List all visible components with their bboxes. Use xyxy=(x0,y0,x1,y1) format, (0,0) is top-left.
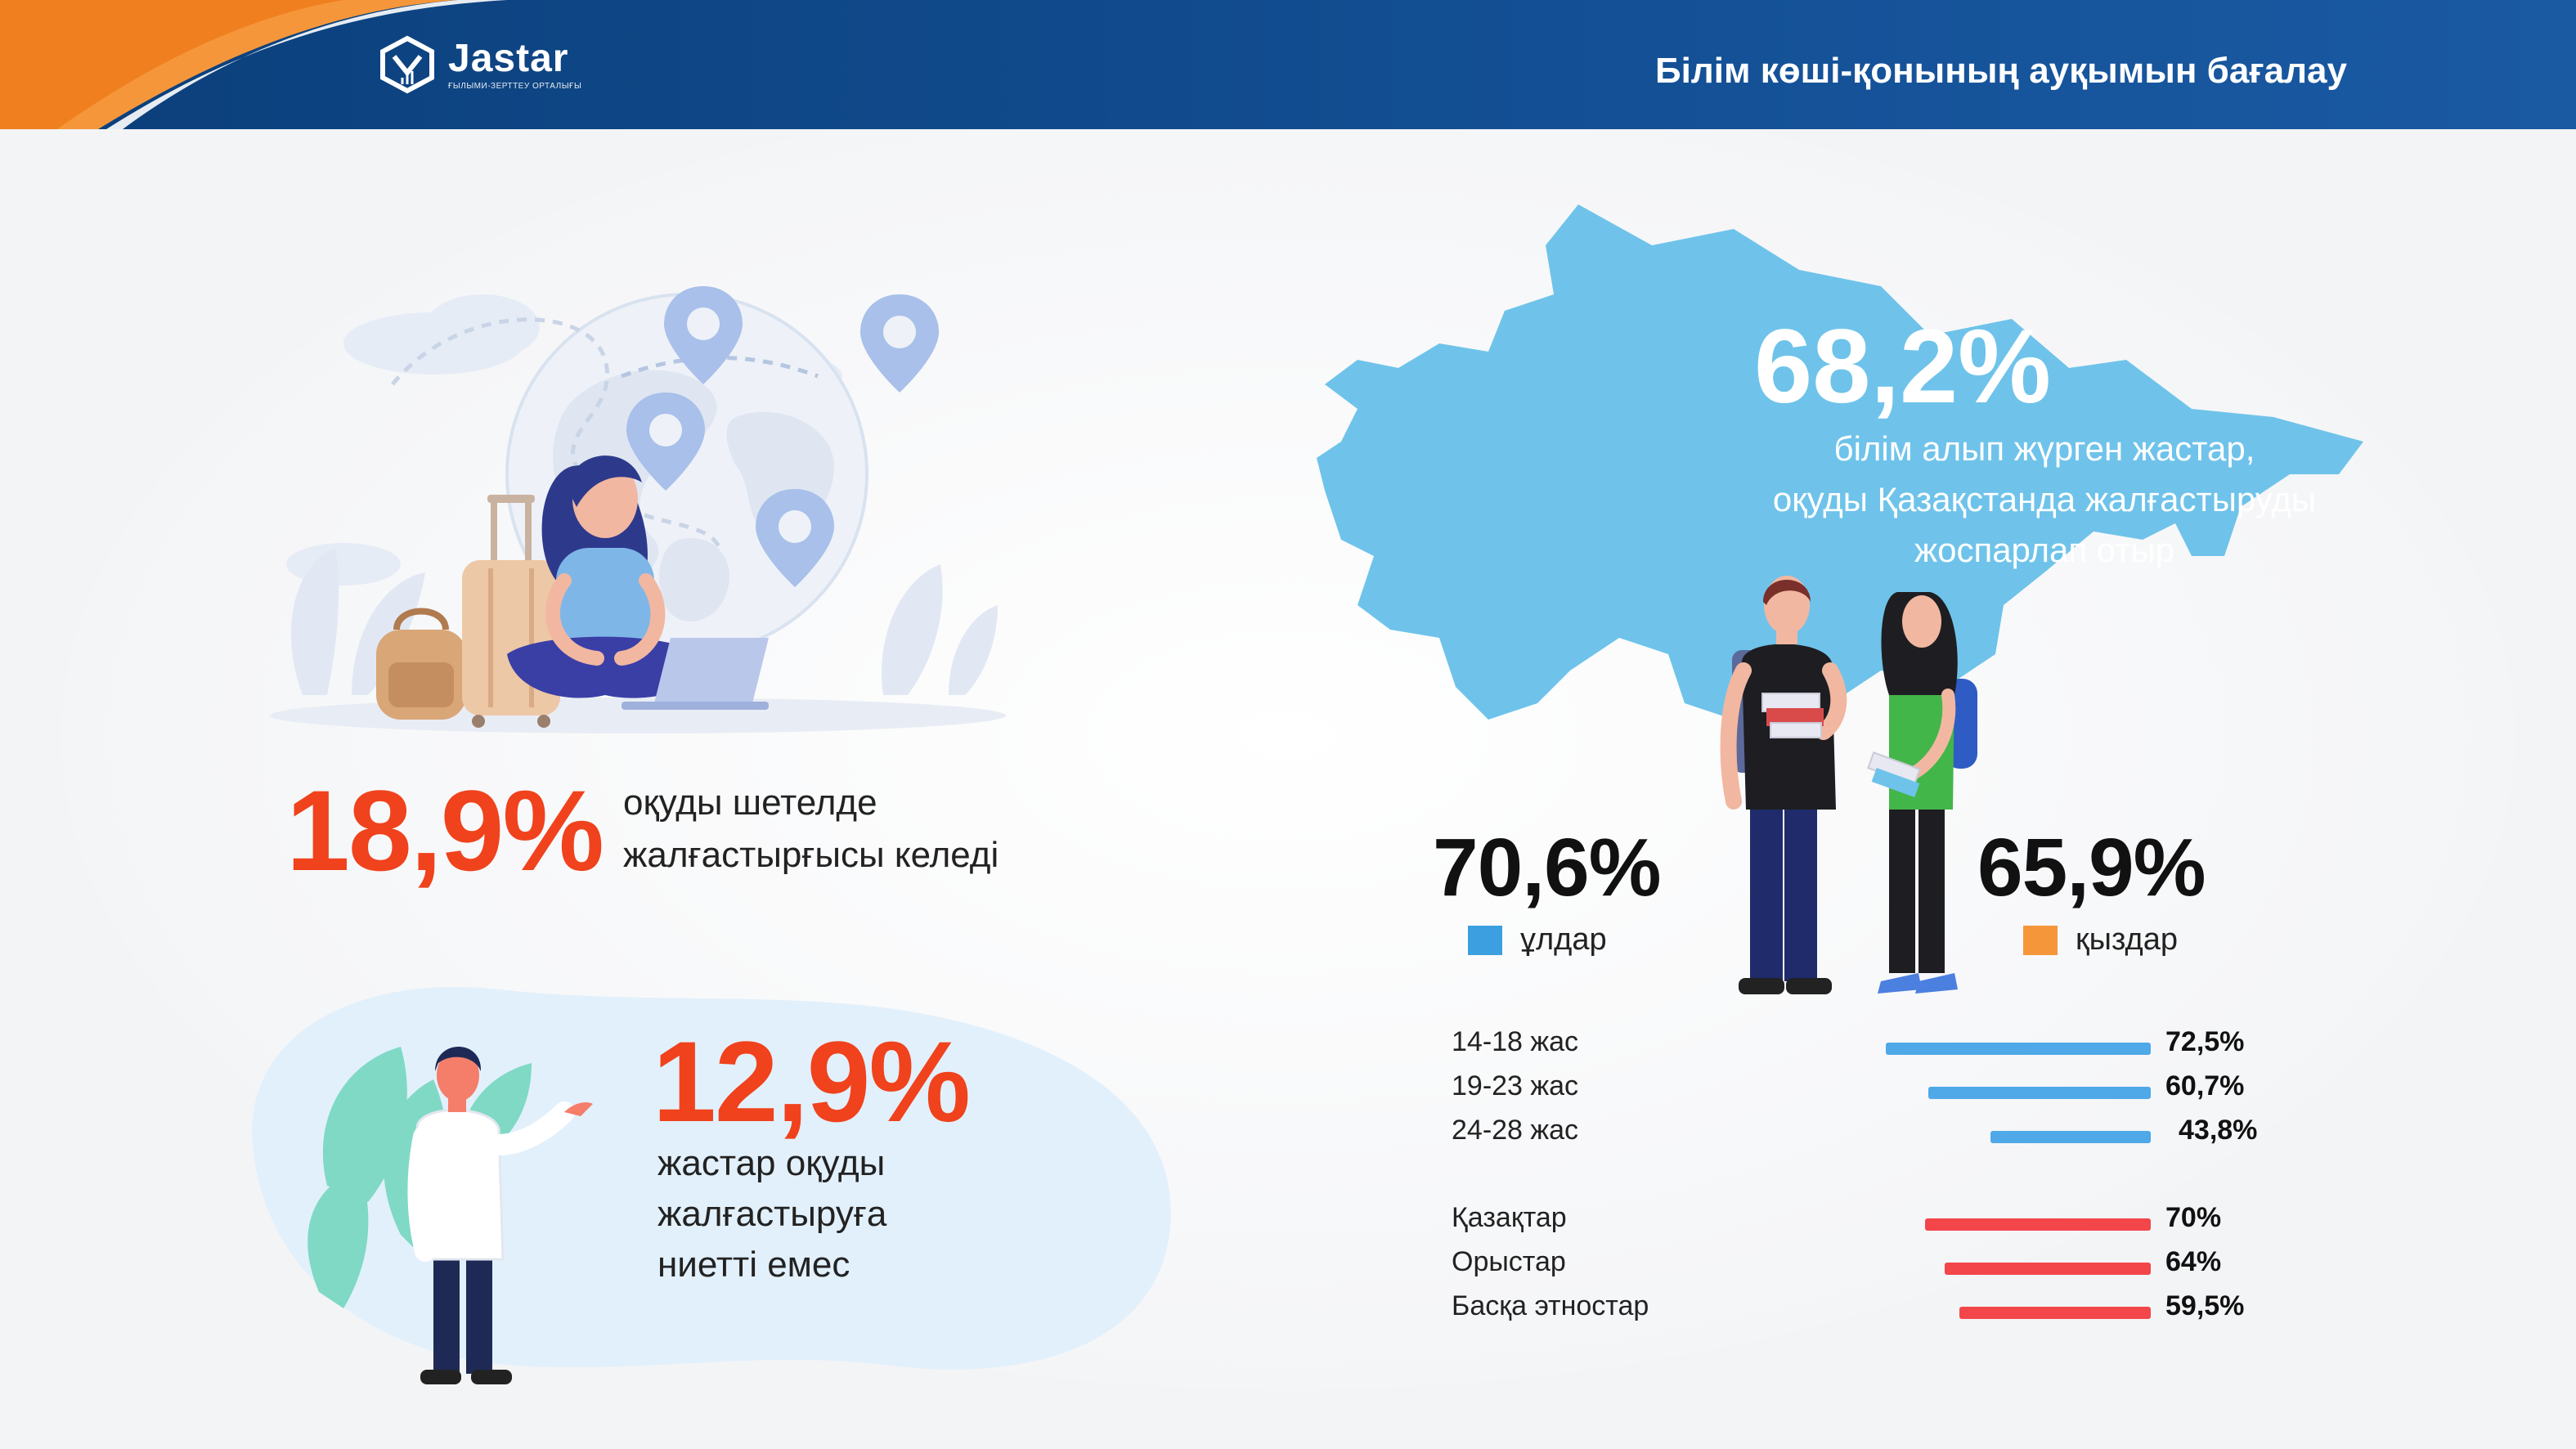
main-description: білім алып жүрген жастар, оқуды Қазақста… xyxy=(1472,424,2576,576)
age_bars-bar-label: 24-28 жас xyxy=(1452,1115,1579,1146)
students-illustration xyxy=(1720,576,1977,994)
header-swoosh xyxy=(0,0,507,129)
header-bar: Jastar ҒЫЛЫМИ-ЗЕРТТЕУ ОРТАЛЫҒЫ Білім көш… xyxy=(0,0,2576,129)
boys-percent: 70,6% xyxy=(1433,822,1662,913)
boys-legend-label: ұлдар xyxy=(1520,922,1607,957)
age_bars-bar-value: 43,8% xyxy=(2179,1115,2258,1146)
backpack-icon xyxy=(376,608,466,720)
ethnic_bars-bar xyxy=(1925,1218,2151,1231)
logo[interactable]: Jastar ҒЫЛЫМИ-ЗЕРТТЕУ ОРТАЛЫҒЫ xyxy=(378,35,582,94)
young-man-illustration xyxy=(252,986,1171,1384)
age_bars-bar-value: 72,5% xyxy=(2165,1026,2245,1057)
girls-legend-label: қыздар xyxy=(2076,922,2178,957)
age_bars-bar-label: 19-23 жас xyxy=(1452,1070,1579,1101)
girls-percent: 65,9% xyxy=(1977,822,2206,913)
age_bars-bar xyxy=(1928,1087,2151,1099)
abroad-text-line1: оқуды шетелде xyxy=(623,783,877,823)
location-pin-icon xyxy=(664,286,743,384)
main-text-line1: білім алып жүрген жастар, xyxy=(1833,429,2255,468)
no-intent-text-line1: жастар оқуды xyxy=(657,1143,886,1183)
abroad-description: оқуды шетелде жалғастырғысы келеді xyxy=(623,777,999,882)
page-title: Білім көші-қонының ауқымын бағалау xyxy=(1654,51,2347,91)
ethnic_bars-bar-label: Қазақтар xyxy=(1452,1202,1567,1233)
age_bars-bar xyxy=(1885,1043,2151,1055)
logo-subtitle: ҒЫЛЫМИ-ЗЕРТТЕУ ОРТАЛЫҒЫ xyxy=(448,81,582,91)
girl-student-illustration xyxy=(1867,592,1977,994)
main-text-line2: оқуды Қазақстанда жалғастыруды xyxy=(1772,480,2317,518)
boys-legend: ұлдар xyxy=(1468,922,1607,958)
boys-legend-swatch xyxy=(1468,925,1502,955)
boy-student-illustration xyxy=(1720,576,1847,994)
logo-name: Jastar xyxy=(448,36,569,80)
ethnic_bars-bar xyxy=(1959,1307,2151,1319)
ethnic_bars-bar-label: Орыстар xyxy=(1452,1246,1566,1277)
ethnic_bars-bar-label: Басқа этностар xyxy=(1452,1290,1649,1321)
location-pin-icon xyxy=(756,489,834,587)
kazakhstan-map-icon xyxy=(1317,204,2363,720)
no-intent-text-line2: жалғастыруға xyxy=(657,1194,887,1234)
no-intent-text-line3: ниетті емес xyxy=(657,1245,850,1285)
laptop-icon xyxy=(622,638,769,710)
abroad-text-line2: жалғастырғысы келеді xyxy=(623,835,999,875)
ethnic_bars-bar-value: 70% xyxy=(2165,1202,2222,1233)
main-text-line3: жоспарлап отыр xyxy=(1914,531,2174,569)
ethnic_bars-bar-value: 64% xyxy=(2165,1246,2222,1277)
study-abroad-illustration xyxy=(270,286,1006,733)
no-intent-percent: 12,9% xyxy=(653,1017,971,1146)
ethnic_bars-bar-value: 59,5% xyxy=(2165,1290,2245,1321)
no-intent-description: жастар оқуды жалғастыруға ниетті емес xyxy=(657,1138,886,1290)
location-pin-icon xyxy=(860,294,939,393)
age_bars-bar xyxy=(1990,1131,2151,1143)
age_bars-bar-value: 60,7% xyxy=(2165,1070,2245,1101)
abroad-percent: 18,9% xyxy=(286,766,604,895)
girls-legend-swatch xyxy=(2023,925,2058,955)
jastar-logo-icon xyxy=(380,35,434,94)
ethnic_bars-bar xyxy=(1944,1263,2151,1275)
main-percent: 68,2% xyxy=(1754,308,2051,425)
girls-legend: қыздар xyxy=(2023,922,2178,958)
age_bars-bar-label: 14-18 жас xyxy=(1452,1026,1579,1057)
location-pin-icon xyxy=(626,393,705,491)
